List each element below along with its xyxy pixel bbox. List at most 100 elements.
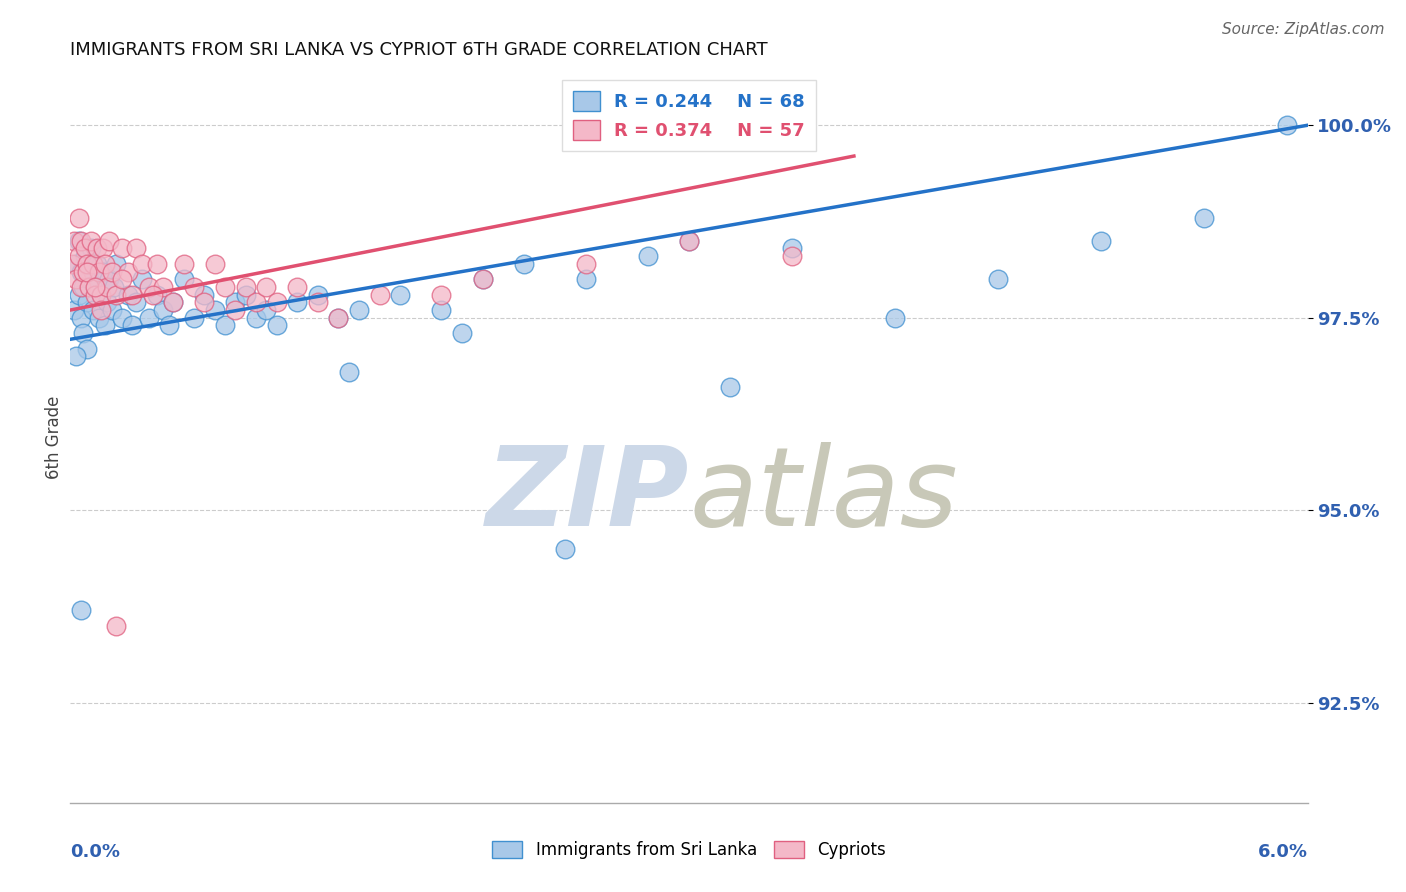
Point bbox=[98, 272, 121, 286]
Point bbox=[91, 242, 114, 256]
Point bbox=[328, 310, 350, 325]
Text: 6.0%: 6.0% bbox=[1257, 843, 1308, 861]
Point bbox=[152, 303, 174, 318]
Point bbox=[65, 349, 87, 363]
Point bbox=[67, 249, 90, 263]
Point bbox=[69, 234, 91, 248]
Point bbox=[63, 303, 86, 318]
Legend: Immigrants from Sri Lanka, Cypriots: Immigrants from Sri Lanka, Cypriots bbox=[484, 833, 894, 868]
Point bbox=[307, 295, 329, 310]
Point bbox=[80, 234, 103, 248]
Point bbox=[307, 287, 329, 301]
Point bbox=[780, 242, 803, 256]
Point bbox=[162, 295, 184, 310]
Point bbox=[60, 257, 83, 271]
Point bbox=[142, 287, 165, 301]
Point bbox=[1194, 211, 1216, 225]
Point bbox=[575, 272, 598, 286]
Y-axis label: 6th Grade: 6th Grade bbox=[45, 395, 63, 479]
Point bbox=[73, 249, 96, 263]
Point bbox=[84, 280, 107, 294]
Point bbox=[471, 272, 494, 286]
Point bbox=[987, 272, 1010, 286]
Point bbox=[347, 303, 370, 318]
Point bbox=[91, 264, 114, 278]
Point bbox=[224, 303, 246, 318]
Point bbox=[100, 264, 122, 278]
Point bbox=[86, 257, 108, 271]
Point bbox=[63, 234, 86, 248]
Point bbox=[678, 234, 700, 248]
Point bbox=[125, 242, 148, 256]
Point bbox=[72, 326, 94, 340]
Point bbox=[89, 310, 111, 325]
Point bbox=[138, 310, 160, 325]
Point bbox=[103, 280, 125, 294]
Point bbox=[678, 234, 700, 248]
Point bbox=[430, 303, 453, 318]
Point bbox=[90, 287, 112, 301]
Point bbox=[111, 272, 134, 286]
Point bbox=[554, 541, 576, 556]
Point bbox=[266, 295, 288, 310]
Text: 0.0%: 0.0% bbox=[70, 843, 121, 861]
Point bbox=[84, 280, 107, 294]
Point bbox=[173, 272, 195, 286]
Point bbox=[73, 242, 96, 256]
Point bbox=[245, 295, 267, 310]
Point bbox=[1275, 118, 1298, 132]
Point bbox=[780, 249, 803, 263]
Point bbox=[451, 326, 474, 340]
Point bbox=[67, 287, 90, 301]
Point bbox=[96, 280, 118, 294]
Text: ZIP: ZIP bbox=[485, 442, 689, 549]
Point bbox=[69, 280, 91, 294]
Point bbox=[89, 264, 111, 278]
Point bbox=[76, 342, 98, 356]
Point bbox=[98, 234, 121, 248]
Point bbox=[718, 380, 741, 394]
Point bbox=[121, 287, 143, 301]
Point bbox=[146, 287, 169, 301]
Point bbox=[513, 257, 536, 271]
Point bbox=[111, 310, 134, 325]
Point bbox=[77, 272, 100, 286]
Point bbox=[67, 211, 90, 225]
Point bbox=[285, 295, 308, 310]
Point bbox=[90, 287, 112, 301]
Point bbox=[245, 310, 267, 325]
Point bbox=[1090, 234, 1112, 248]
Point bbox=[121, 318, 143, 333]
Point bbox=[637, 249, 659, 263]
Point bbox=[82, 257, 104, 271]
Point bbox=[117, 264, 139, 278]
Point bbox=[254, 303, 277, 318]
Point bbox=[884, 310, 907, 325]
Point bbox=[337, 365, 360, 379]
Point bbox=[104, 287, 127, 301]
Point bbox=[224, 295, 246, 310]
Point bbox=[80, 242, 103, 256]
Point bbox=[65, 257, 87, 271]
Point bbox=[84, 287, 107, 301]
Point bbox=[76, 295, 98, 310]
Point bbox=[104, 257, 127, 271]
Point bbox=[183, 310, 205, 325]
Point bbox=[157, 318, 180, 333]
Point bbox=[254, 280, 277, 294]
Point bbox=[76, 264, 98, 278]
Point bbox=[94, 318, 117, 333]
Point bbox=[146, 257, 169, 271]
Point bbox=[471, 272, 494, 286]
Point bbox=[285, 280, 308, 294]
Point bbox=[76, 257, 98, 271]
Point bbox=[235, 287, 257, 301]
Point bbox=[328, 310, 350, 325]
Point bbox=[117, 287, 139, 301]
Point bbox=[69, 264, 91, 278]
Point bbox=[86, 242, 108, 256]
Text: Source: ZipAtlas.com: Source: ZipAtlas.com bbox=[1222, 22, 1385, 37]
Point bbox=[94, 257, 117, 271]
Point bbox=[368, 287, 391, 301]
Point bbox=[77, 280, 100, 294]
